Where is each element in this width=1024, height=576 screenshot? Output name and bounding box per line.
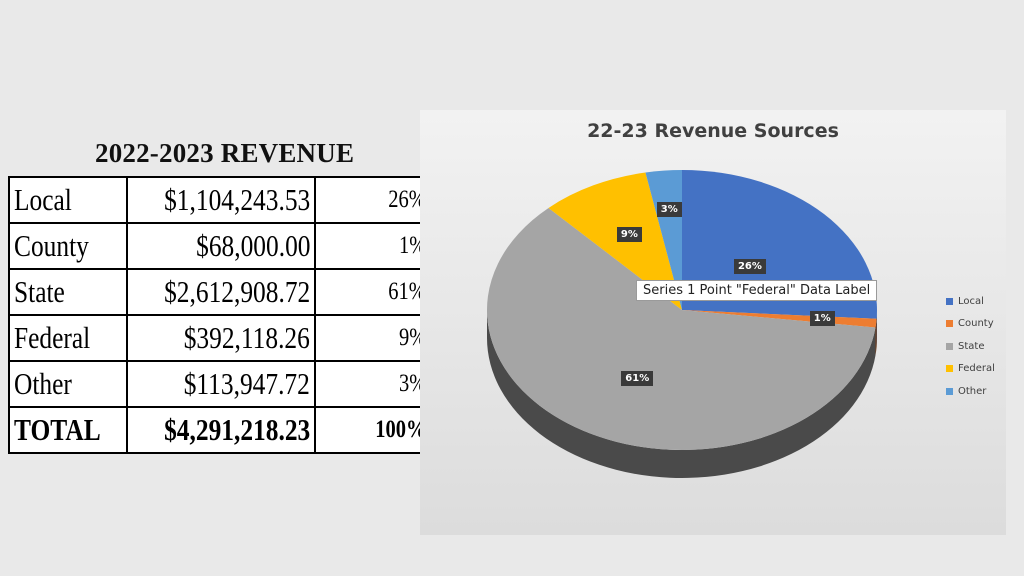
legend-item-federal[interactable]: Federal	[946, 358, 995, 381]
legend-swatch	[946, 320, 953, 328]
legend-label: Other	[958, 385, 987, 397]
row-name-text: Other	[14, 366, 72, 401]
table-row: Federal $392,118.26 9%	[8, 314, 433, 362]
chart-legend[interactable]: Local County State Federal Other	[946, 290, 995, 403]
data-label-tooltip: Series 1 Point "Federal" Data Label	[636, 280, 878, 301]
pie-slices[interactable]	[487, 170, 877, 450]
data-label-county[interactable]: 1%	[809, 311, 835, 327]
row-amount: $392,118.26	[125, 314, 317, 362]
data-label-other[interactable]: 3%	[656, 201, 682, 217]
row-amount-text: $392,118.26	[184, 320, 311, 355]
legend-swatch	[946, 387, 953, 395]
row-name: Local	[8, 176, 128, 224]
row-name: County	[8, 222, 128, 270]
legend-item-other[interactable]: Other	[946, 380, 995, 403]
pie-slice-federal[interactable]	[548, 172, 682, 310]
row-percent: 3%	[314, 360, 433, 408]
row-amount-text: $113,947.72	[184, 366, 311, 401]
row-amount-text: $1,104,243.53	[164, 182, 311, 217]
data-label-state[interactable]: 61%	[621, 370, 654, 386]
table-row: State $2,612,908.72 61%	[8, 268, 433, 316]
row-percent-text: 26%	[388, 186, 427, 213]
row-name-text: Local	[14, 182, 72, 217]
legend-label: County	[958, 318, 994, 330]
row-amount: $113,947.72	[125, 360, 317, 408]
pie-side-walls	[487, 310, 877, 479]
row-name: Other	[8, 360, 128, 408]
pie-side-county	[875, 318, 877, 356]
legend-item-local[interactable]: Local	[946, 290, 995, 313]
row-amount: $1,104,243.53	[125, 176, 317, 224]
row-percent: 1%	[314, 222, 433, 270]
total-name-text: TOTAL	[14, 412, 101, 447]
row-name-text: State	[14, 274, 65, 309]
legend-swatch	[946, 297, 953, 305]
row-percent: 9%	[314, 314, 433, 362]
legend-item-county[interactable]: County	[946, 313, 995, 336]
total-amount: $4,291,218.23	[125, 406, 317, 454]
row-name: State	[8, 268, 128, 316]
row-percent-text: 61%	[388, 278, 427, 305]
total-amount-text: $4,291,218.23	[164, 412, 311, 447]
legend-swatch	[946, 342, 953, 350]
chart-title: 22-23 Revenue Sources	[587, 120, 839, 142]
table-row: Other $113,947.72 3%	[8, 360, 433, 408]
row-name-text: County	[14, 228, 89, 263]
row-amount: $2,612,908.72	[125, 268, 317, 316]
table-row: Local $1,104,243.53 26%	[8, 176, 433, 224]
total-name: TOTAL	[8, 406, 128, 454]
row-percent: 61%	[314, 268, 433, 316]
row-amount-text: $2,612,908.72	[164, 274, 311, 309]
legend-swatch	[946, 365, 953, 373]
table-row: County $68,000.00 1%	[8, 222, 433, 270]
row-name: Federal	[8, 314, 128, 362]
revenue-table: Local $1,104,243.53 26% County $68,000.0…	[8, 176, 433, 454]
pie-side-state	[487, 310, 876, 479]
row-amount: $68,000.00	[125, 222, 317, 270]
legend-label: State	[958, 340, 985, 352]
legend-item-state[interactable]: State	[946, 335, 995, 358]
pie-slice-state[interactable]	[487, 207, 876, 450]
data-label-local[interactable]: 26%	[733, 258, 766, 274]
total-percent: 100%	[314, 406, 433, 454]
row-amount-text: $68,000.00	[195, 228, 311, 263]
table-title: 2022-2023 REVENUE	[95, 138, 355, 168]
row-name-text: Federal	[14, 320, 91, 355]
legend-label: Federal	[958, 363, 995, 375]
legend-label: Local	[958, 295, 984, 307]
pie-chart[interactable]	[420, 110, 1006, 535]
chart-area[interactable]: 22-23 Revenue Sources 26% 1% 61% 9% 3% Serie…	[420, 110, 1006, 535]
row-percent: 26%	[314, 176, 433, 224]
table-total-row: TOTAL $4,291,218.23 100%	[8, 406, 433, 454]
total-percent-text: 100%	[375, 416, 427, 443]
data-label-federal[interactable]: 9%	[616, 227, 642, 243]
